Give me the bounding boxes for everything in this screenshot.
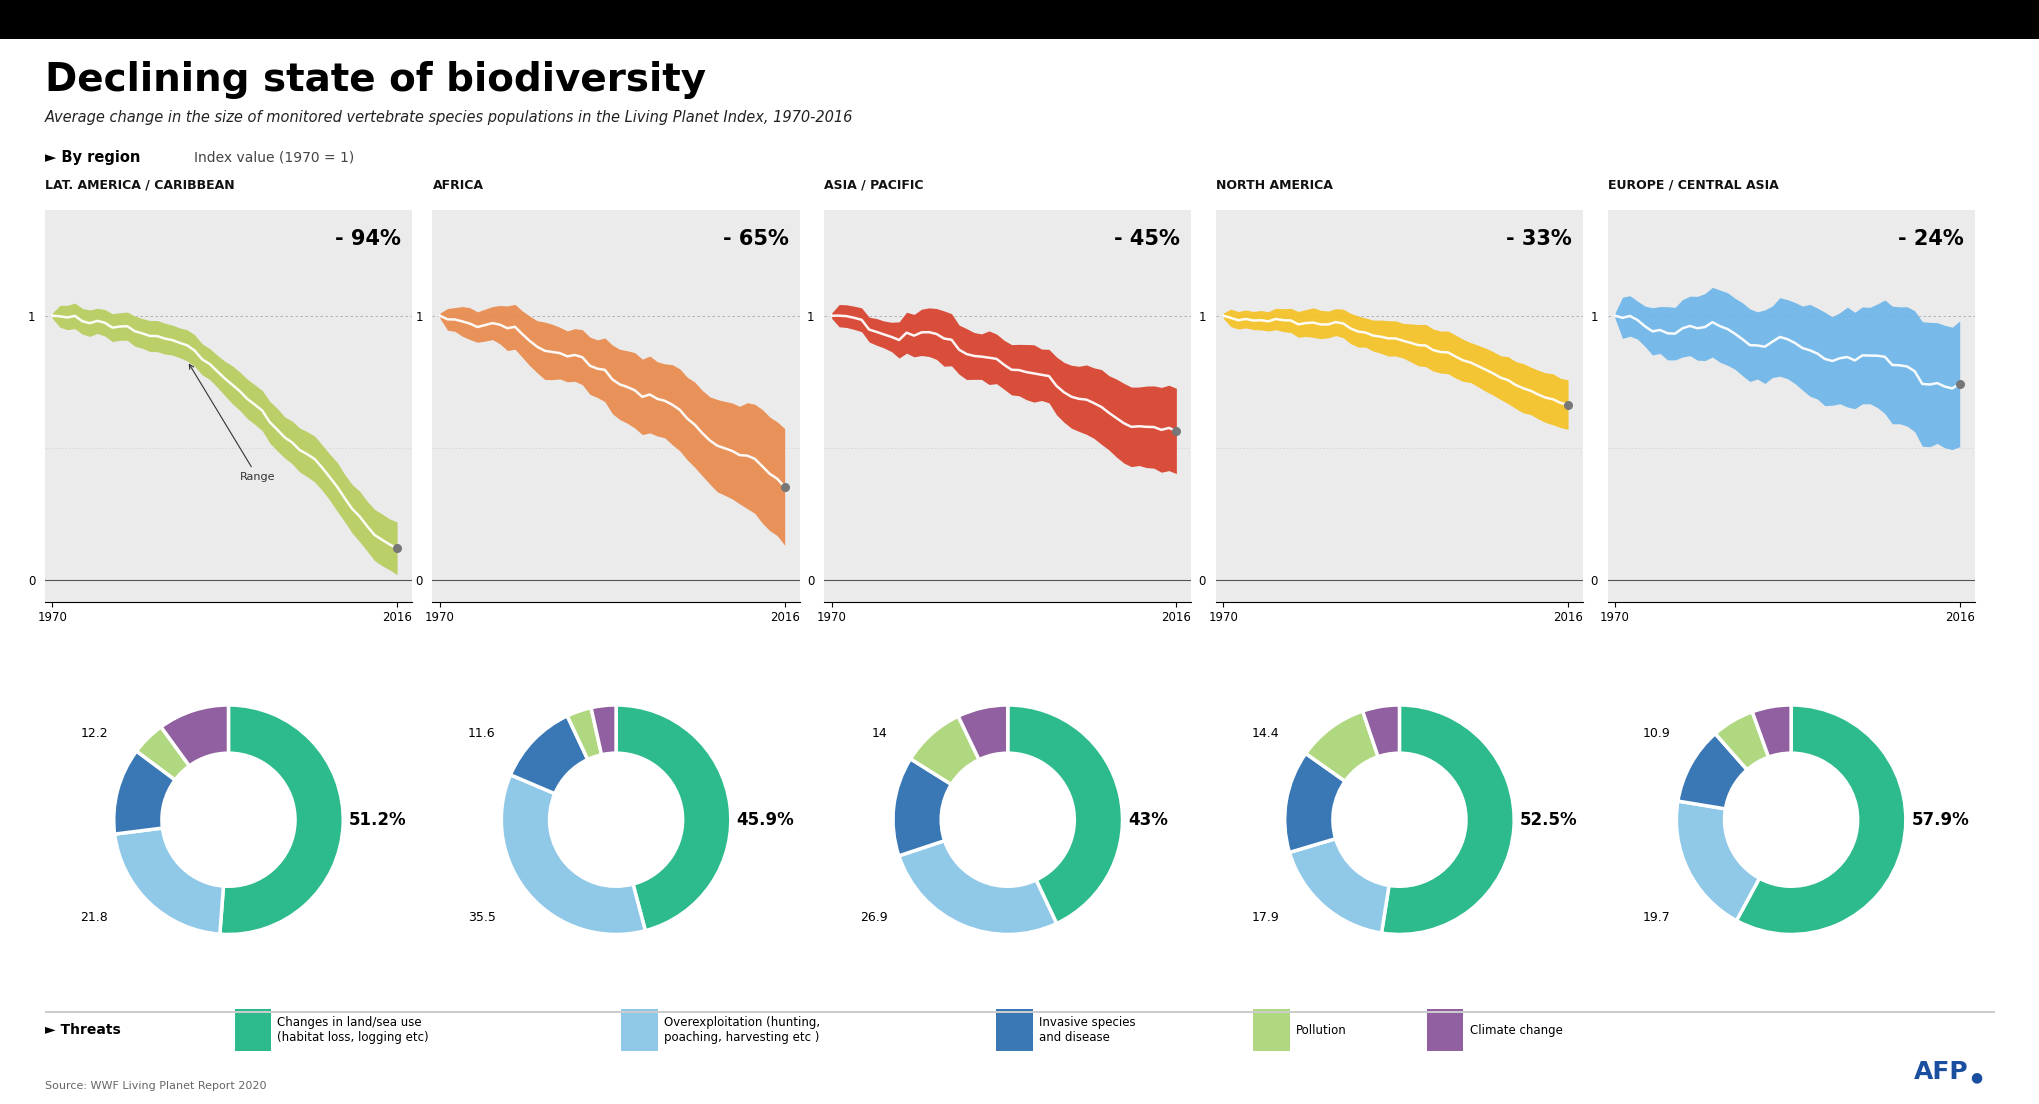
Wedge shape — [1380, 705, 1513, 934]
Wedge shape — [909, 716, 979, 785]
Text: LAT. AMERICA / CARIBBEAN: LAT. AMERICA / CARIBBEAN — [45, 179, 234, 192]
Wedge shape — [137, 726, 190, 779]
Text: Range: Range — [190, 364, 275, 481]
Text: Changes in land/sea use
(habitat loss, logging etc): Changes in land/sea use (habitat loss, l… — [277, 1016, 428, 1044]
Text: 11.6: 11.6 — [467, 728, 495, 740]
Wedge shape — [1676, 802, 1758, 921]
Text: ●: ● — [1970, 1070, 1982, 1084]
Text: Index value (1970 = 1): Index value (1970 = 1) — [194, 150, 355, 164]
Text: 26.9: 26.9 — [858, 911, 887, 924]
Wedge shape — [899, 840, 1056, 934]
Text: 21.8: 21.8 — [80, 911, 108, 924]
Text: Climate change: Climate change — [1468, 1023, 1562, 1037]
Text: Pollution: Pollution — [1295, 1023, 1346, 1037]
Text: Invasive species
and disease: Invasive species and disease — [1038, 1016, 1136, 1044]
Wedge shape — [161, 705, 228, 766]
Text: - 65%: - 65% — [722, 230, 789, 250]
Text: Average change in the size of monitored vertebrate species populations in the Li: Average change in the size of monitored … — [45, 110, 852, 126]
Text: ► Threats: ► Threats — [45, 1023, 120, 1037]
Wedge shape — [1715, 712, 1768, 769]
Wedge shape — [893, 758, 950, 856]
Wedge shape — [1289, 839, 1389, 933]
Text: Source: WWF Living Planet Report 2020: Source: WWF Living Planet Report 2020 — [45, 1081, 267, 1091]
Wedge shape — [1305, 711, 1378, 782]
Wedge shape — [567, 708, 602, 760]
Text: - 94%: - 94% — [334, 230, 402, 250]
Wedge shape — [1676, 734, 1745, 809]
Text: ASIA / PACIFIC: ASIA / PACIFIC — [824, 179, 924, 192]
Text: - 33%: - 33% — [1505, 230, 1572, 250]
Text: 52.5%: 52.5% — [1519, 810, 1576, 829]
Text: 17.9: 17.9 — [1250, 911, 1278, 924]
Text: 43%: 43% — [1128, 810, 1168, 829]
Text: - 45%: - 45% — [1113, 230, 1181, 250]
Wedge shape — [114, 751, 175, 835]
Wedge shape — [591, 705, 616, 755]
Wedge shape — [616, 705, 730, 931]
Wedge shape — [220, 705, 343, 934]
Text: Overexploitation (hunting,
poaching, harvesting etc ): Overexploitation (hunting, poaching, har… — [665, 1016, 820, 1044]
Text: 14: 14 — [871, 728, 887, 740]
Text: 51.2%: 51.2% — [349, 810, 406, 829]
Text: Declining state of biodiversity: Declining state of biodiversity — [45, 61, 705, 98]
Wedge shape — [1285, 753, 1344, 852]
Text: AFP: AFP — [1913, 1060, 1968, 1084]
Text: 19.7: 19.7 — [1641, 911, 1670, 924]
Wedge shape — [510, 715, 587, 794]
Wedge shape — [114, 828, 224, 934]
Wedge shape — [1735, 705, 1904, 934]
Wedge shape — [958, 705, 1007, 760]
Wedge shape — [1007, 705, 1121, 924]
Text: 35.5: 35.5 — [467, 911, 495, 924]
Text: 45.9%: 45.9% — [736, 810, 793, 829]
Text: AFRICA: AFRICA — [432, 179, 483, 192]
Wedge shape — [1752, 705, 1790, 757]
Wedge shape — [502, 775, 644, 934]
Text: NORTH AMERICA: NORTH AMERICA — [1215, 179, 1331, 192]
Text: 57.9%: 57.9% — [1911, 810, 1968, 829]
Wedge shape — [1362, 705, 1399, 756]
Text: EUROPE / CENTRAL ASIA: EUROPE / CENTRAL ASIA — [1607, 179, 1778, 192]
Text: ► By region: ► By region — [45, 150, 151, 166]
Text: 10.9: 10.9 — [1641, 728, 1670, 740]
Text: 12.2: 12.2 — [80, 728, 108, 740]
Text: - 24%: - 24% — [1896, 230, 1964, 250]
Text: 14.4: 14.4 — [1250, 728, 1278, 740]
